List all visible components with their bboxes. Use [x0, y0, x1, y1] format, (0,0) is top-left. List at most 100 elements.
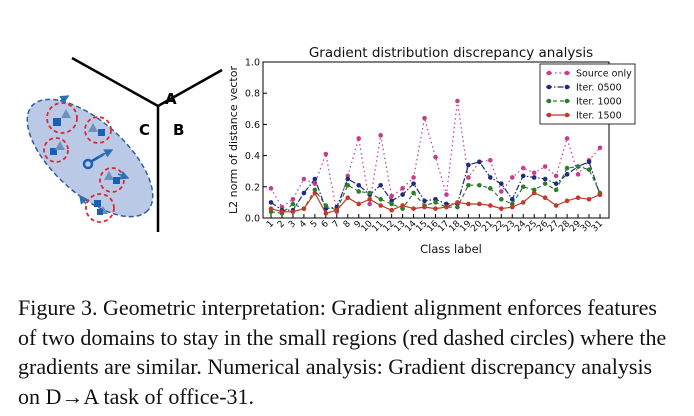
- feature-cluster-upper-right: [84, 116, 112, 144]
- data-point: [520, 165, 526, 171]
- data-point: [520, 173, 526, 179]
- legend-marker: [546, 112, 552, 118]
- data-point: [488, 175, 493, 180]
- data-point: [509, 196, 515, 202]
- data-point: [422, 204, 427, 210]
- x-axis-label: Class label: [420, 242, 482, 256]
- data-point: [367, 196, 373, 202]
- series-iter-1000: [268, 164, 603, 216]
- data-point: [542, 195, 548, 201]
- data-point: [411, 175, 416, 180]
- data-point: [499, 189, 504, 194]
- legend-marker: [546, 84, 552, 90]
- data-point: [466, 182, 471, 188]
- data-point: [400, 203, 405, 208]
- data-point: [509, 175, 515, 180]
- series-layer: [268, 98, 603, 216]
- data-point: [400, 186, 405, 191]
- data-point: [411, 206, 416, 211]
- data-point: [477, 159, 482, 165]
- data-point: [488, 203, 493, 208]
- data-point: [564, 198, 570, 204]
- legend-label: Iter. 0500: [576, 83, 622, 94]
- data-point: [564, 165, 570, 171]
- region-label-b: B: [173, 121, 184, 139]
- data-point: [389, 207, 394, 213]
- data-point: [268, 186, 274, 191]
- chart-title: Gradient distribution discrepancy analys…: [309, 45, 593, 61]
- data-point: [466, 175, 471, 180]
- data-point: [312, 176, 318, 182]
- legend-marker: [546, 98, 552, 104]
- data-point: [356, 189, 362, 194]
- data-point: [312, 190, 318, 196]
- data-point: [433, 154, 438, 160]
- x-tick-label: 8: [342, 219, 353, 230]
- boundary-line-ab: [157, 68, 223, 108]
- figure-3: A C B: [26, 45, 636, 256]
- region-label-a: A: [165, 90, 177, 108]
- data-point: [553, 203, 559, 208]
- y-tick-label: 0.6: [245, 120, 260, 131]
- boundary-line-ac: [71, 56, 159, 108]
- data-point: [455, 200, 460, 205]
- data-point: [367, 201, 373, 207]
- data-point: [279, 209, 285, 215]
- data-point: [575, 195, 581, 201]
- region-label-c: C: [139, 121, 150, 139]
- legend-box: [539, 63, 636, 125]
- y-axis-ticks: 0.0 0.2 0.4 0.6 0.8 1.0: [245, 58, 267, 225]
- data-point: [345, 176, 351, 182]
- data-point: [400, 192, 405, 197]
- data-point: [433, 200, 438, 205]
- data-point: [356, 136, 362, 141]
- data-point: [301, 190, 307, 196]
- data-point: [597, 192, 603, 197]
- legend-marker: [546, 70, 552, 76]
- data-point: [323, 203, 329, 208]
- x-tick-label: 9: [353, 219, 364, 230]
- x-tick-label: 2: [276, 219, 287, 230]
- data-point: [531, 170, 537, 176]
- data-point: [323, 211, 329, 216]
- data-point: [301, 176, 307, 182]
- data-point: [444, 192, 449, 197]
- data-point: [356, 182, 362, 188]
- data-point: [268, 206, 274, 211]
- feature-cluster-top: [46, 95, 78, 134]
- data-point: [455, 98, 460, 104]
- data-point: [334, 207, 340, 213]
- data-point: [597, 145, 603, 151]
- data-point: [575, 172, 581, 177]
- y-tick-label: 0.2: [245, 182, 260, 193]
- data-point: [422, 198, 427, 204]
- data-point: [411, 190, 416, 196]
- y-tick-label: 0.0: [245, 214, 260, 225]
- data-point: [553, 173, 559, 179]
- legend-marker: [564, 112, 570, 118]
- data-point: [477, 201, 482, 207]
- data-point: [301, 206, 307, 211]
- x-tick-label: 31: [590, 219, 605, 234]
- data-point: [367, 190, 373, 196]
- geometric-interpretation-diagram: A C B: [26, 56, 223, 232]
- data-point: [542, 164, 548, 169]
- data-point: [345, 182, 351, 188]
- data-point: [553, 187, 559, 193]
- data-point: [389, 193, 394, 199]
- x-tick-label: 6: [320, 219, 331, 230]
- data-point: [477, 182, 482, 188]
- gradient-key-glyph: [82, 149, 114, 170]
- data-point: [466, 201, 471, 207]
- data-point: [586, 167, 592, 172]
- data-point: [488, 157, 493, 163]
- data-point: [542, 176, 548, 182]
- y-tick-label: 1.0: [245, 58, 260, 69]
- series-iter-1500: [268, 190, 603, 216]
- x-tick-label: 3: [287, 219, 298, 230]
- data-point: [290, 209, 296, 215]
- legend-marker: [564, 70, 570, 76]
- data-point: [378, 196, 383, 202]
- data-point: [520, 200, 526, 205]
- y-tick-label: 0.8: [245, 89, 260, 100]
